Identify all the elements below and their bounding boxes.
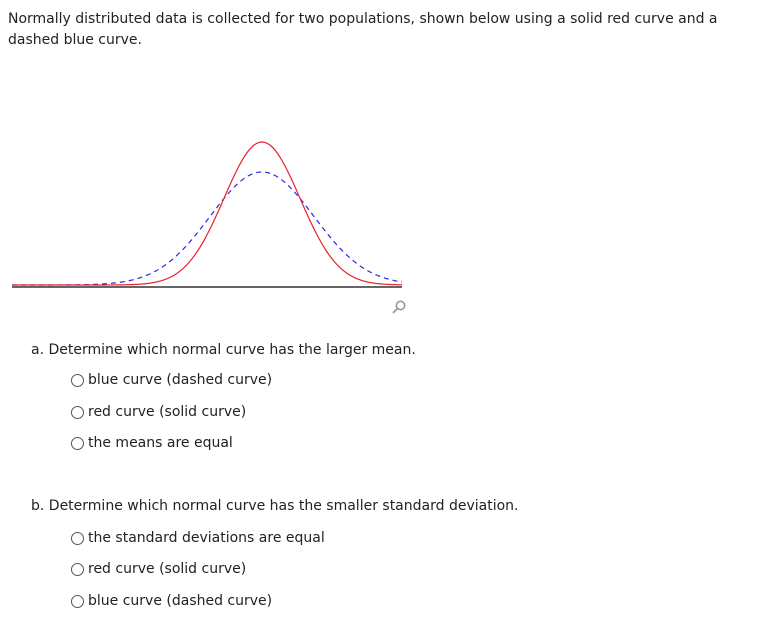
option-b-sd-equal[interactable]: the standard deviations are equal	[71, 528, 325, 548]
normal-curves-graph	[12, 141, 403, 288]
radio-button[interactable]	[71, 531, 84, 545]
problem-statement: Normally distributed data is collected f…	[8, 11, 718, 48]
question-b: b. Determine which normal curve has the …	[31, 498, 519, 514]
magnifier-icon[interactable]	[391, 299, 407, 315]
radio-button[interactable]	[71, 594, 84, 608]
option-a-blue-curve[interactable]: blue curve (dashed curve)	[71, 370, 272, 390]
radio-button[interactable]	[71, 373, 84, 387]
radio-button[interactable]	[71, 405, 84, 419]
option-label: the means are equal	[88, 435, 233, 451]
solid-red-curve	[12, 141, 403, 286]
dashed-blue-curve	[12, 171, 403, 286]
option-b-red-curve[interactable]: red curve (solid curve)	[71, 559, 246, 579]
radio-button[interactable]	[71, 436, 84, 450]
option-label: the standard deviations are equal	[88, 530, 325, 546]
normal-curves-figure	[0, 130, 420, 320]
option-label: blue curve (dashed curve)	[88, 593, 273, 609]
option-b-blue-curve[interactable]: blue curve (dashed curve)	[71, 591, 272, 611]
option-label: red curve (solid curve)	[88, 561, 247, 577]
option-a-means-equal[interactable]: the means are equal	[71, 433, 233, 453]
radio-button[interactable]	[71, 562, 84, 576]
option-a-red-curve[interactable]: red curve (solid curve)	[71, 402, 246, 422]
question-a: a. Determine which normal curve has the …	[31, 342, 416, 358]
option-label: red curve (solid curve)	[88, 404, 247, 420]
option-label: blue curve (dashed curve)	[88, 372, 273, 388]
